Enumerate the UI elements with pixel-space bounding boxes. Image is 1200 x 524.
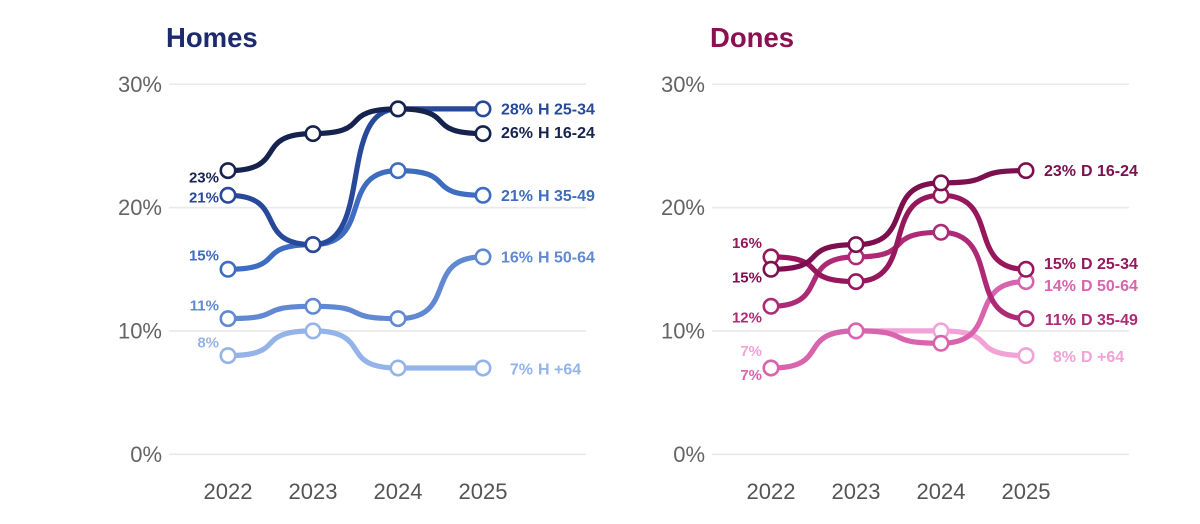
series-end-name-h-64: H +64 (538, 362, 581, 379)
data-point-h-16-24-2025 (474, 125, 492, 143)
data-point-h-25-34-2025 (474, 100, 492, 118)
series-end-name-h-50-64: H 50-64 (538, 249, 595, 266)
series-end-name-h-25-34: H 25-34 (538, 101, 595, 118)
data-point-h-50-64-2023 (304, 297, 322, 315)
data-point-h-16-24-2024 (389, 100, 407, 118)
data-point-h-25-34-2022 (219, 186, 237, 204)
y-axis-label-10: 10% (661, 318, 705, 343)
data-point-d-50-64-2024 (932, 334, 950, 352)
data-point-d-35-49-2025 (1017, 310, 1035, 328)
y-axis-label-10: 10% (118, 318, 162, 343)
data-point-h-16-24-2023 (304, 125, 322, 143)
series-end-name-d-16-24: D 16-24 (1081, 163, 1138, 180)
series-start-label-h-64: 8% (197, 335, 219, 352)
series-end-value-d-50-64: 14% (1044, 278, 1076, 295)
plot-area-dones: 30% 20% 10% 0% 2022 2023 2024 2025 7% 8% D +64 7% 14… (661, 72, 1138, 504)
data-point-h-35-49-2024 (389, 162, 407, 180)
chart-title-dones: Dones (710, 22, 794, 53)
data-point-h-35-49-2025 (474, 186, 492, 204)
data-point-d-16-24-2023 (847, 236, 865, 254)
x-axis-label-2022: 2022 (747, 479, 796, 504)
y-axis-label-0: 0% (130, 442, 162, 467)
series-start-label-h-25-34: 21% (189, 189, 219, 206)
series-start-label-d-35-49: 12% (732, 309, 762, 326)
x-axis-label-2023: 2023 (289, 479, 338, 504)
data-point-d-64-2025 (1017, 347, 1035, 365)
series-start-label-d-64: 7% (740, 343, 762, 360)
series-end-value-h-16-24: 26% (501, 125, 533, 142)
plot-area-homes: 30% 20% 10% 0% 2022 2023 2024 2025 8% 7% H +64 11% 1… (118, 72, 595, 504)
data-point-d-35-49-2024 (932, 223, 950, 241)
data-point-d-35-49-2022 (762, 297, 780, 315)
series-end-name-d-25-34: D 25-34 (1081, 256, 1138, 273)
series-line-h-35-49 (225, 168, 486, 272)
data-point-d-25-34-2025 (1017, 260, 1035, 278)
series-start-label-h-50-64: 11% (190, 298, 219, 315)
series-line-d-25-34 (768, 192, 1029, 285)
data-point-d-50-64-2022 (762, 359, 780, 377)
series-end-name-d-50-64: D 50-64 (1081, 278, 1138, 295)
series-line-d-16-24 (768, 168, 1029, 272)
series-end-value-d-35-49: 11% (1045, 312, 1076, 329)
x-axis-label-2025: 2025 (1002, 479, 1051, 504)
y-axis-label-30: 30% (661, 72, 705, 97)
series-end-name-d-35-49: D 35-49 (1081, 312, 1138, 329)
data-point-h-16-24-2022 (219, 162, 237, 180)
x-axis-label-2024: 2024 (917, 479, 966, 504)
data-point-h-64-2024 (389, 359, 407, 377)
data-point-d-16-24-2025 (1017, 162, 1035, 180)
series-end-value-d-25-34: 15% (1044, 256, 1076, 273)
series-start-label-d-25-34: 16% (732, 235, 762, 252)
x-axis-label-2023: 2023 (832, 479, 881, 504)
data-point-d-16-24-2022 (762, 260, 780, 278)
series-end-value-h-25-34: 28% (501, 101, 533, 118)
series-start-label-d-50-64: 7% (740, 367, 762, 384)
series-end-value-h-50-64: 16% (501, 249, 533, 266)
chart-dones: Dones 30% 20% 10% 0% 2022 2023 2024 2025 7% 8% D +… (661, 22, 1138, 504)
series-end-name-h-35-49: H 35-49 (538, 188, 595, 205)
data-point-h-64-2022 (219, 347, 237, 365)
series-line-d-35-49 (768, 229, 1029, 322)
data-point-h-50-64-2024 (389, 310, 407, 328)
series-end-name-h-16-24: H 16-24 (538, 125, 595, 142)
series-start-label-h-35-49: 15% (189, 247, 219, 264)
y-axis-label-30: 30% (118, 72, 162, 97)
series-line-h-50-64 (225, 254, 486, 322)
series-end-value-d-64: 8% (1053, 349, 1076, 366)
series-end-value-h-35-49: 21% (501, 188, 533, 205)
series-line-h-16-24 (225, 106, 486, 174)
y-axis-label-20: 20% (118, 195, 162, 220)
data-point-h-25-34-2023 (304, 236, 322, 254)
series-end-value-h-64: 7% (510, 362, 533, 379)
data-point-d-25-34-2023 (847, 273, 865, 291)
y-axis-label-20: 20% (661, 195, 705, 220)
x-axis-label-2024: 2024 (374, 479, 423, 504)
data-point-h-50-64-2025 (474, 248, 492, 266)
series-start-label-d-16-24: 15% (732, 269, 762, 286)
series-end-value-d-16-24: 23% (1044, 163, 1076, 180)
data-point-h-64-2025 (474, 359, 492, 377)
series-start-label-h-16-24: 23% (189, 170, 219, 187)
x-axis-label-2025: 2025 (459, 479, 508, 504)
data-point-h-64-2023 (304, 322, 322, 340)
series-line-h-64 (225, 328, 486, 371)
data-point-h-35-49-2022 (219, 260, 237, 278)
x-axis-label-2022: 2022 (204, 479, 253, 504)
series-line-d-50-64 (768, 279, 1029, 371)
series-end-name-d-64: D +64 (1081, 349, 1124, 366)
data-point-d-16-24-2024 (932, 174, 950, 192)
y-axis-label-0: 0% (673, 442, 705, 467)
chart-homes: Homes 30% 20% 10% 0% 2022 2023 2024 2025 8% 7% H +… (118, 22, 595, 504)
chart-title-homes: Homes (166, 22, 258, 53)
data-point-d-50-64-2023 (847, 322, 865, 340)
data-point-h-50-64-2022 (219, 310, 237, 328)
series-line-h-25-34 (225, 106, 486, 248)
